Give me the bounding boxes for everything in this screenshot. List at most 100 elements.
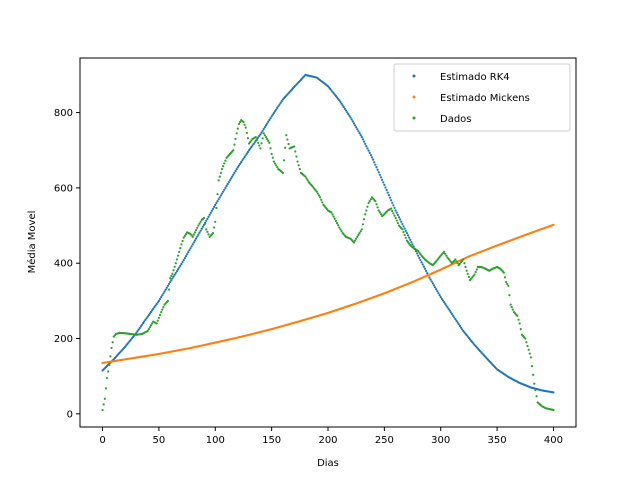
data-point (362, 218, 366, 221)
data-point (247, 142, 251, 145)
x-tick-label: 200 (318, 435, 337, 446)
data-point (432, 284, 436, 287)
data-point (181, 239, 184, 243)
data-point (436, 290, 439, 293)
data-point (196, 226, 199, 229)
data-point (268, 141, 271, 144)
data-point (183, 256, 186, 260)
data-point (174, 262, 177, 265)
data-point (139, 325, 142, 328)
data-point (198, 222, 201, 225)
data-point (296, 160, 299, 163)
data-point (103, 397, 106, 400)
data-point (240, 161, 243, 164)
data-point (266, 122, 269, 125)
data-point (552, 391, 555, 394)
data-point (222, 190, 225, 193)
data-point (154, 304, 157, 307)
data-point (445, 254, 448, 257)
data-point (145, 317, 148, 320)
data-point (224, 186, 227, 189)
data-point (368, 199, 371, 203)
data-point (405, 239, 409, 242)
data-point (170, 279, 173, 282)
data-point (305, 177, 308, 180)
data-point (257, 141, 260, 144)
data-point (346, 111, 349, 114)
plot-area: 0 50 100 150 200 250 300 350 400 0 200 400 600 800 (54, 57, 577, 446)
data-point (191, 235, 194, 238)
data-point (349, 116, 352, 119)
data-point (438, 294, 441, 297)
data-point (268, 118, 271, 122)
data-point (378, 173, 381, 176)
data-point (161, 294, 164, 297)
data-point (373, 161, 376, 164)
data-point (426, 272, 429, 275)
data-point (358, 231, 361, 235)
data-point (400, 220, 403, 223)
data-point (304, 175, 307, 178)
data-point (216, 199, 219, 203)
data-point (375, 203, 378, 206)
data-point (184, 232, 188, 236)
data-point (374, 199, 377, 203)
data-point (364, 213, 367, 216)
series-2 (101, 119, 555, 412)
data-point (152, 307, 155, 310)
data-point (151, 322, 154, 325)
data-point (204, 222, 207, 225)
data-point (182, 236, 185, 239)
data-point (244, 126, 247, 129)
data-point (185, 253, 189, 256)
data-point (232, 149, 235, 152)
data-point (267, 139, 270, 142)
data-point (392, 212, 395, 215)
data-point (444, 302, 447, 305)
y-tick-label: 0 (67, 409, 73, 420)
data-point (223, 162, 226, 165)
data-point (396, 213, 399, 217)
data-point (259, 147, 262, 150)
data-point (243, 155, 246, 159)
x-tick-label: 400 (544, 435, 563, 446)
data-point (404, 236, 407, 239)
data-point (452, 314, 455, 317)
data-point (235, 167, 238, 171)
data-point (160, 311, 163, 314)
data-point (462, 258, 465, 261)
data-point (279, 101, 282, 104)
data-point (156, 319, 159, 322)
data-point (220, 167, 224, 171)
data-point (266, 137, 269, 141)
data-point (317, 194, 321, 197)
data-point (189, 232, 192, 235)
data-point (532, 373, 535, 377)
data-point (437, 292, 440, 295)
data-point (151, 309, 154, 312)
data-point (276, 166, 279, 169)
data-point (409, 238, 412, 241)
data-point (148, 326, 151, 329)
data-point (220, 192, 224, 195)
data-point (397, 216, 401, 219)
data-point (330, 211, 333, 214)
data-point (376, 206, 379, 209)
data-point (109, 355, 112, 358)
data-point (231, 175, 234, 178)
data-point (408, 242, 411, 245)
data-point (261, 129, 264, 132)
data-point (527, 348, 530, 351)
data-point (158, 313, 162, 317)
data-point (149, 324, 153, 327)
data-point (431, 282, 434, 285)
data-point (263, 126, 266, 129)
data-point (284, 146, 287, 149)
data-point (401, 228, 404, 231)
data-point (189, 247, 192, 250)
data-point (234, 169, 237, 173)
data-point (235, 132, 238, 135)
data-point (162, 306, 165, 309)
data-point (420, 261, 423, 264)
data-point (197, 224, 200, 227)
